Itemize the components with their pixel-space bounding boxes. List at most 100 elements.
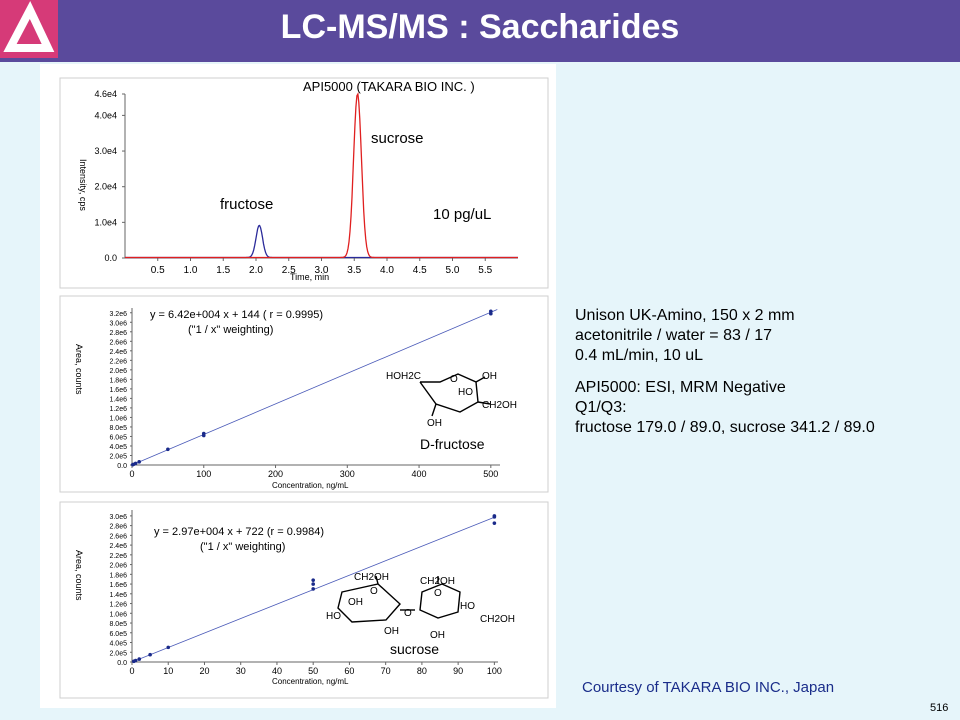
y-tick-label: 0.0 [104, 253, 117, 263]
y-axis-label: Intensity, cps [78, 159, 88, 211]
fit-line [131, 309, 498, 466]
x-tick-label: 300 [340, 469, 355, 479]
x-tick-label: 0 [129, 469, 134, 479]
sucrose-trace [125, 91, 518, 259]
concentration-annotation: 10 pg/uL [433, 206, 491, 223]
x-tick-label: 100 [196, 469, 211, 479]
x-tick-label: 30 [236, 666, 246, 676]
structure-oh: OH [482, 371, 497, 382]
info-line: Q1/Q3: [575, 399, 627, 416]
x-tick-label: 0 [129, 666, 134, 676]
data-point [133, 658, 138, 663]
chromatogram-title: API5000 (TAKARA BIO INC. ) [303, 79, 475, 94]
y-axis-label: Area, counts [74, 344, 84, 395]
x-tick-label: 500 [483, 469, 498, 479]
structure-ho-right: HO [460, 601, 475, 612]
x-tick-label: 10 [163, 666, 173, 676]
structure-o-left: O [370, 586, 378, 597]
y-tick-label: 1.4e6 [109, 396, 127, 403]
x-tick-label: 3.5 [347, 265, 361, 276]
x-tick-label: 80 [417, 666, 427, 676]
structure-ch2oh-3: CH2OH [480, 614, 515, 625]
x-tick-label: 1.0 [184, 265, 198, 276]
y-tick-label: 1.2e6 [109, 406, 127, 413]
slide-title: LC-MS/MS : Saccharides [280, 8, 680, 46]
data-point [201, 431, 206, 436]
x-tick-label: 4.0 [380, 265, 394, 276]
structure-oh-bottom: OH [427, 418, 442, 429]
equation: y = 2.97e+004 x + 722 (r = 0.9984) [154, 526, 324, 538]
y-tick-label: 4.0e5 [109, 641, 127, 648]
x-tick-label: 100 [487, 666, 502, 676]
y-tick-label: 2.0e5 [109, 453, 127, 460]
data-point [311, 587, 315, 591]
y-tick-label: 1.6e6 [109, 582, 127, 589]
y-tick-label: 6.0e5 [109, 631, 127, 638]
y-tick-label: 1.6e6 [109, 387, 127, 394]
structure-oh-1: OH [348, 597, 363, 608]
x-tick-label: 4.5 [413, 265, 427, 276]
x-tick-label: 60 [344, 666, 354, 676]
y-tick-label: 2.6e6 [109, 339, 127, 346]
y-tick-label: 2.0e5 [109, 650, 127, 657]
structure-ho: HO [458, 387, 473, 398]
credit: Courtesy of TAKARA BIO INC., Japan [582, 679, 835, 696]
structure-hoh2c: HOH2C [386, 371, 421, 382]
structure-ch2oh-left: CH2OH [354, 572, 389, 583]
structure-oh-2: OH [384, 626, 399, 637]
x-tick-label: 2.0 [249, 265, 263, 276]
data-point [166, 447, 170, 452]
y-tick-label: 1.2e6 [109, 602, 127, 609]
structure-o-right: O [434, 588, 442, 599]
info-line: API5000: ESI, MRM Negative [575, 379, 786, 396]
fructose-structure [419, 373, 491, 417]
y-tick-label: 0.0 [117, 463, 127, 470]
y-tick-label: 1.0e6 [109, 611, 127, 618]
data-point [137, 460, 141, 464]
triangle-logo-icon [3, 1, 55, 52]
data-point [148, 652, 152, 657]
fructose-trace [125, 224, 518, 259]
y-tick-label: 8.0e5 [109, 425, 127, 432]
sucrose-frame [59, 501, 549, 699]
structure-ch2oh: CH2OH [482, 400, 517, 411]
chromatogram: 0.5 1.0 1.5 2.0 2.5 3.0 3.5 4.0 4.5 5.0 5.5 0.0 1.0… [78, 79, 518, 282]
x-tick-label: 50 [308, 666, 318, 676]
fructose-frame [59, 295, 549, 493]
fructose-annotation: fructose [220, 196, 273, 213]
y-tick-label: 6.0e5 [109, 434, 127, 441]
data-point [492, 521, 497, 525]
y-tick-label: 2.8e6 [109, 330, 127, 337]
data-point [137, 657, 142, 661]
x-tick-label: 1.5 [216, 265, 230, 276]
data-point [311, 582, 315, 586]
x-tick-label: 400 [412, 469, 427, 479]
y-axis-label: Area, counts [74, 550, 84, 601]
weighting: ("1 / x" weighting) [200, 541, 285, 553]
y-tick-label: 2.2e6 [109, 358, 127, 365]
structure-o: O [450, 374, 458, 385]
x-axis-label: Time, min [290, 272, 329, 282]
y-tick-label: 4.0e4 [94, 110, 117, 120]
structure-o-link: O [404, 608, 412, 619]
data-point [492, 514, 497, 518]
data-point [133, 461, 138, 466]
equation: y = 6.42e+004 x + 144 ( r = 0.9995) [150, 309, 323, 321]
logo [0, 0, 58, 58]
info-line: 0.4 mL/min, 10 uL [575, 347, 704, 364]
compound-label: D-fructose [420, 436, 485, 452]
structure-ch2oh-right: CH2OH [420, 576, 455, 587]
y-tick-label: 2.8e6 [109, 524, 127, 531]
structure-oh-3: OH [430, 630, 445, 641]
x-axis-label: Concentration, ng/mL [272, 481, 349, 490]
sucrose-annotation: sucrose [371, 130, 424, 147]
x-tick-label: 0.5 [151, 265, 165, 276]
figure-panel: 0.5 1.0 1.5 2.0 2.5 3.0 3.5 4.0 4.5 5.0 5.5 0.0 1.0… [40, 64, 556, 708]
y-tick-label: 1.8e6 [109, 377, 127, 384]
data-point [311, 578, 315, 582]
y-tick-label: 2.0e4 [94, 182, 117, 192]
title-bar: LC-MS/MS : Saccharides [0, 0, 960, 62]
y-tick-label: 1.4e6 [109, 592, 127, 599]
y-tick-label: 4.6e4 [94, 89, 117, 99]
y-tick-label: 3.0e6 [109, 320, 127, 327]
